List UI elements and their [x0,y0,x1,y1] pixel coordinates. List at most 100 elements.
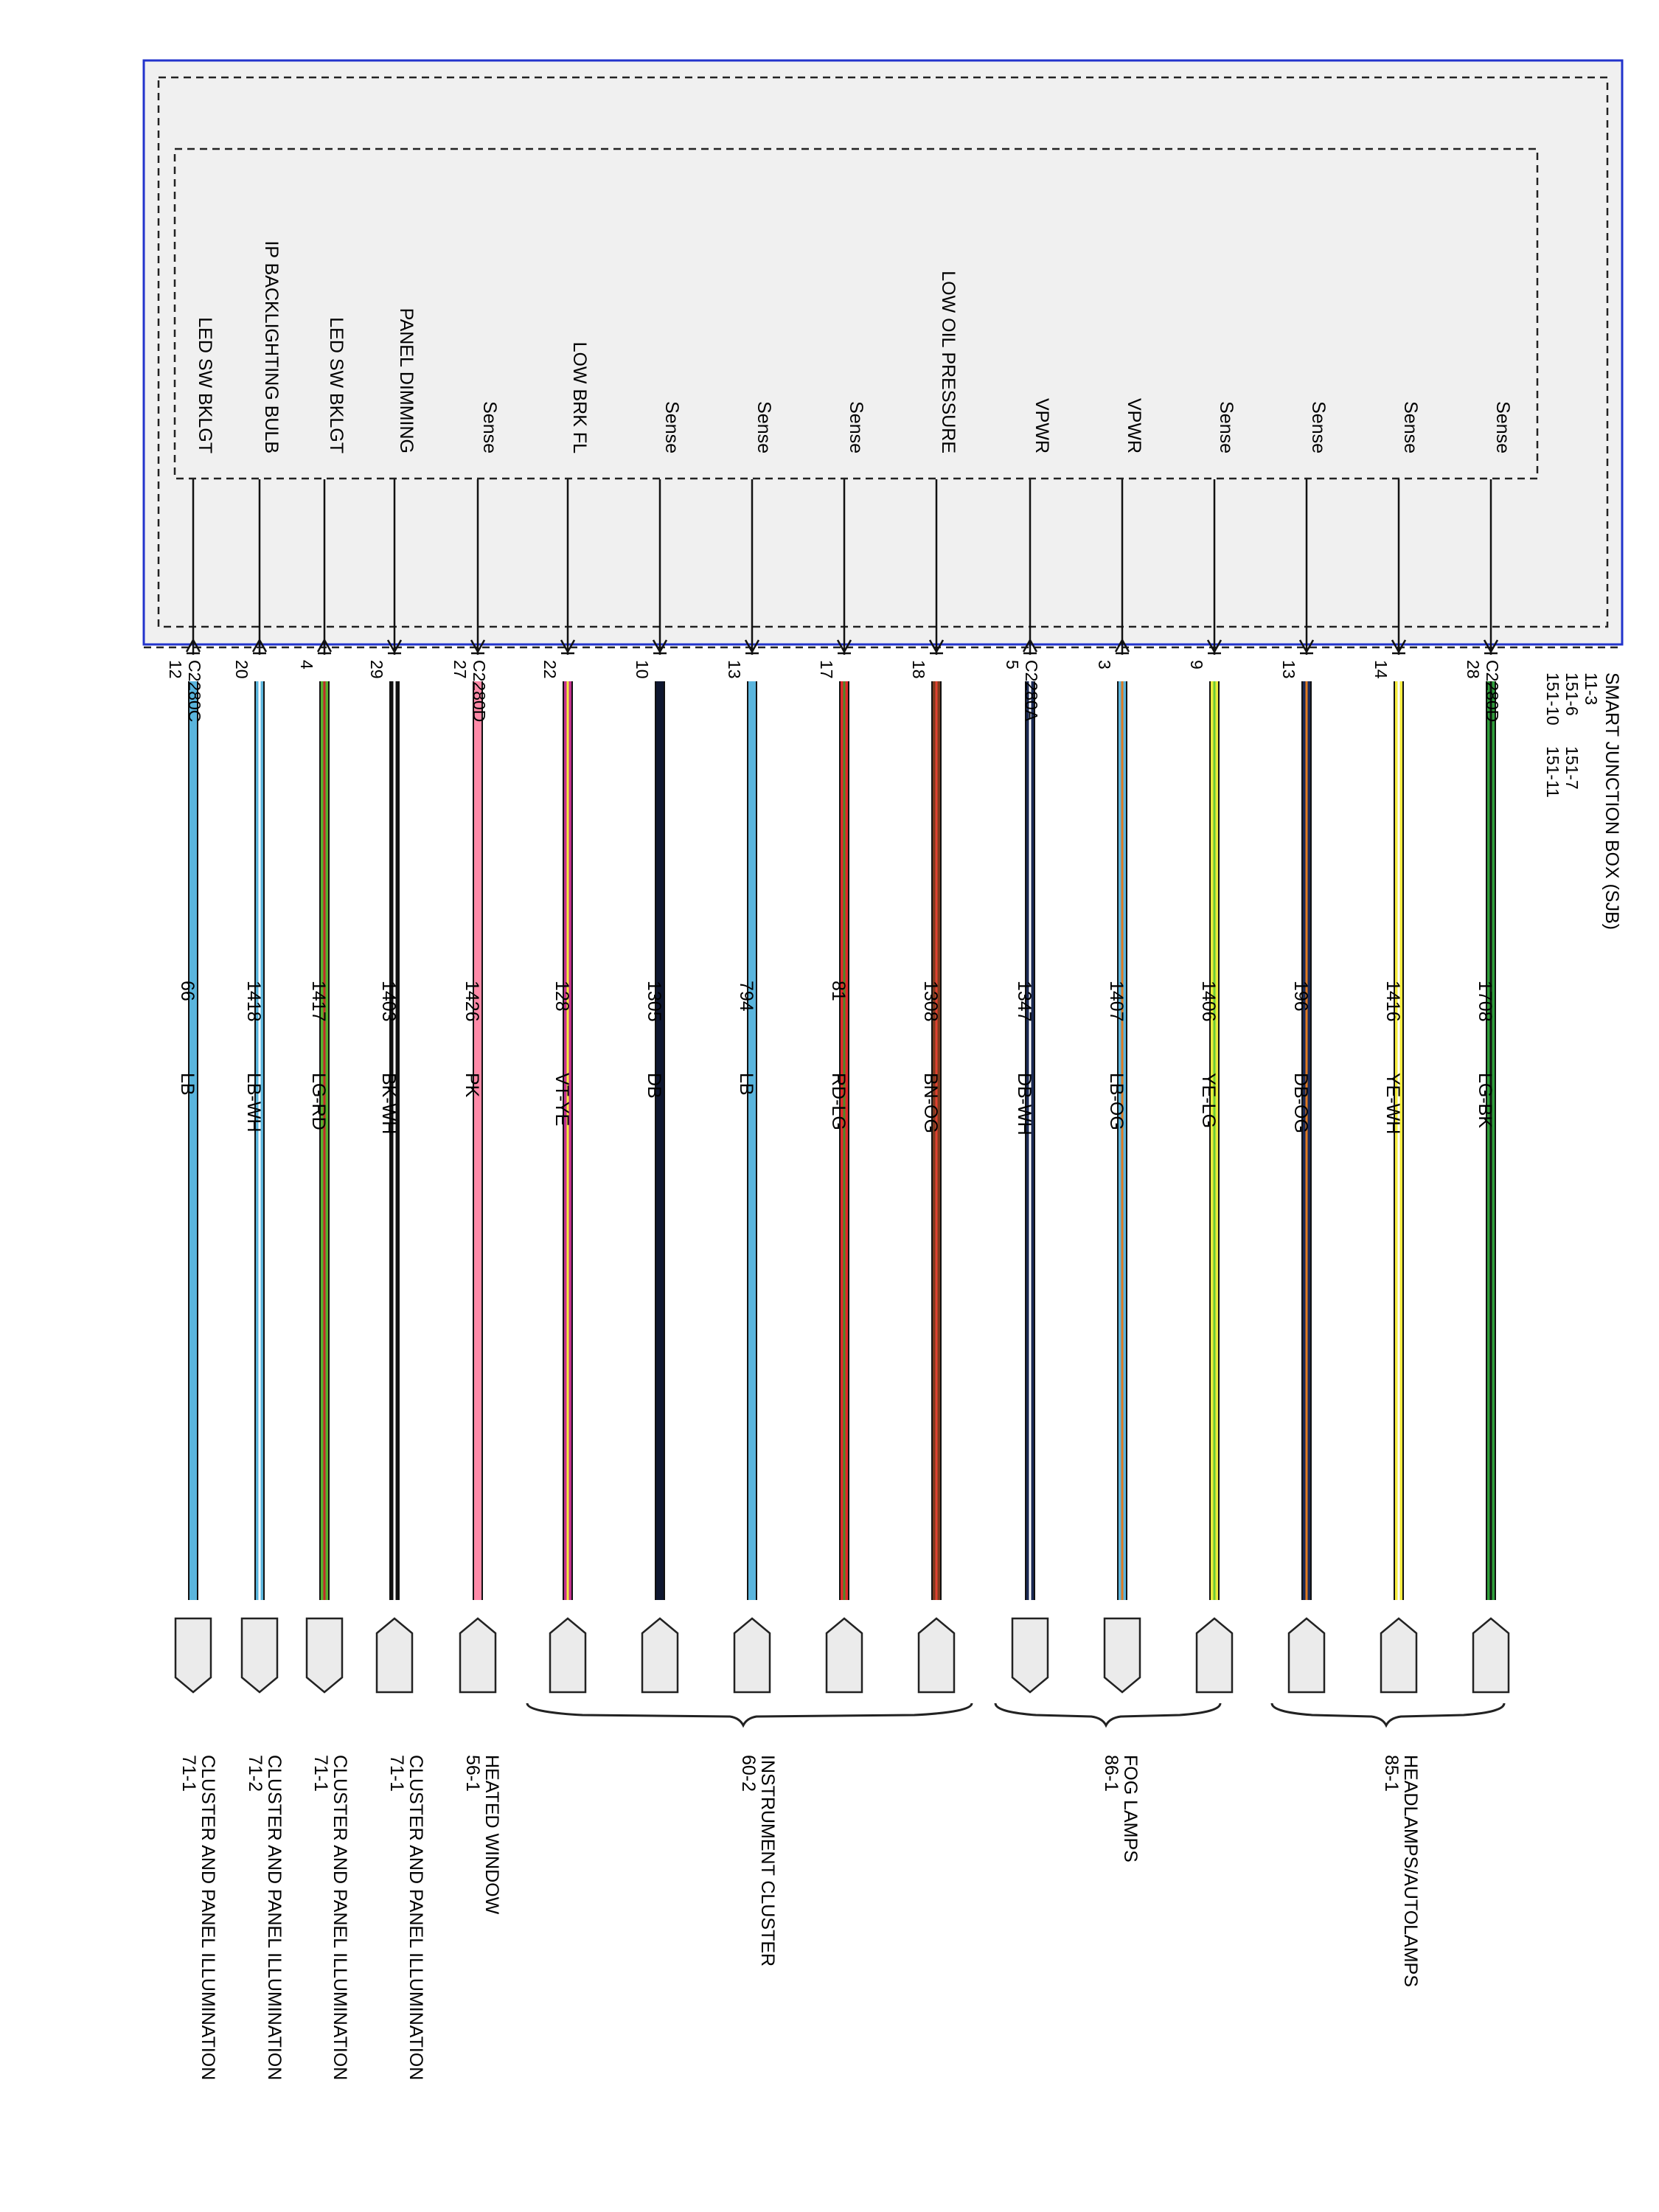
wire-color-code: BN-OG [920,1073,941,1133]
dest-heated-name: HEATED WINDOW [481,1755,502,1915]
pin-number: 9 [1187,660,1206,669]
dest-fog-ref: 86-1 [1101,1755,1121,1792]
circuit-number: 1406 [1198,981,1219,1022]
dest-headlamps-ref: 85-1 [1381,1755,1402,1792]
wire-8: Sense 13 794 LB [725,401,774,1694]
dest-cluster-ref: 60-2 [738,1755,759,1792]
pin-number: 13 [1279,660,1298,679]
circuit-number: 1418 [243,981,264,1022]
wire-13: LED SW BKLGT 4 1417 LG-RD [297,317,347,1694]
dest-heated-ref: 56-1 [462,1755,483,1792]
terminal-connector [1195,1617,1234,1694]
arrow-down-icon [1391,639,1407,654]
circuit-number: 1308 [920,981,941,1022]
wire-stripe [1029,681,1032,1600]
module-ref-a1: 11-3 [1582,672,1601,705]
wire-10: LOW BRK FL 22 128 VT-YE [540,342,590,1694]
wire-2: Sense 13 196 DB-OG [1279,401,1329,1694]
dest-illum-d-ref: 71-1 [178,1755,199,1792]
wire-6: LOW OIL PRESSURE 18 1308 BN-OG [909,271,959,1694]
dest-illum-a-name: CLUSTER AND PANEL ILLUMINATION [406,1755,426,2080]
pin-number: 14 [1371,660,1391,679]
terminal-connector [375,1617,414,1694]
arrow-down-icon [928,639,945,654]
wire-stripe [1121,681,1124,1600]
wire-color-code: YE-WH [1382,1073,1403,1134]
terminal-connector [1011,1617,1049,1694]
wire-color-code: LG-RD [308,1073,329,1130]
wire-stripe [1305,681,1308,1600]
wire-4: VPWR 3 1407 LB-OG [1095,398,1144,1694]
pin-number: 22 [540,660,560,679]
terminal-connector [1287,1617,1326,1694]
arrow-down-icon [744,639,760,654]
dest-fog-name: FOG LAMPS [1120,1755,1141,1863]
wire-9: Sense 10 1305 DB [633,401,682,1694]
terminal-connector [917,1617,956,1694]
wire-stripe [393,681,396,1600]
signal-label: Sense [661,401,682,453]
wire-stripe [258,681,261,1600]
circuit-number: 196 [1290,981,1311,1012]
pin-number: 10 [633,660,652,679]
signal-label: Sense [846,401,866,453]
wire-color-code: VT-YE [552,1073,572,1126]
module-ref-b1: 151-6 [1562,672,1582,716]
signal-label: Sense [1308,401,1329,453]
module-name: SMART JUNCTION BOX (SJB) [1601,672,1622,930]
wire-color-code: YE-LG [1198,1073,1219,1128]
terminal-connector [1103,1617,1141,1694]
wire-0: Sense 28 C2280D 1708 LG-BK [1464,401,1513,1694]
wire-stripe [935,681,938,1600]
arrow-up-icon [1022,638,1038,653]
pin-number: 20 [232,660,251,679]
circuit-number: 1347 [1014,981,1034,1022]
pin-number: 28 [1464,660,1483,679]
wire-7: Sense 17 81 RD-LG [817,401,866,1694]
wire-color-code: LB-OG [1106,1073,1127,1130]
wire-color-code: RD-LG [828,1073,849,1130]
arrow-down-icon [470,639,486,654]
wire-stripe [1397,681,1400,1600]
brace-fog [994,1703,1222,1728]
circuit-number: 81 [828,981,849,1001]
circuit-number: 66 [177,981,198,1001]
wire-stripe [1213,681,1216,1600]
connector-id: C2280D [1483,660,1502,722]
wire-color-code: DB [644,1073,664,1099]
signal-label: LOW BRK FL [569,342,590,454]
signal-label: Sense [479,401,500,453]
dest-illum-b-name: CLUSTER AND PANEL ILLUMINATION [330,1755,350,2080]
terminal-connector [240,1617,279,1694]
module-inner-dashed [157,76,1609,628]
signal-label: VPWR [1124,398,1144,453]
destination-braces [526,1703,1506,1728]
wire-stripe [566,681,569,1600]
pin-number: 12 [166,660,185,679]
circuit-number: 1426 [462,981,482,1022]
pin-number: 17 [817,660,836,679]
dest-illum-c-ref: 71-2 [245,1755,265,1792]
wire-color-code: LB-WH [243,1073,264,1133]
arrow-up-icon [316,638,333,653]
terminal-connector [174,1617,212,1694]
destination-labels: HEADLAMPS/AUTOLAMPS 85-1 FOG LAMPS 86-1 … [178,1755,1421,2080]
wire-color-code: PK [462,1073,482,1098]
module-outline [142,59,1624,646]
pin-number: 27 [451,660,470,679]
wire-5: VPWR 5 C2280A 1347 DB-WH [1003,398,1052,1694]
module-ref-c1: 151-10 [1543,672,1562,726]
signal-label: IP BACKLIGHTING BULB [261,240,282,453]
arrow-down-icon [1298,639,1315,654]
dest-headlamps-name: HEADLAMPS/AUTOLAMPS [1400,1755,1421,1987]
signal-label: PANEL DIMMING [396,308,417,453]
dest-illum-a-ref: 71-1 [386,1755,407,1792]
dest-illum-c-name: CLUSTER AND PANEL ILLUMINATION [264,1755,285,2080]
wire-fill [656,681,664,1600]
pin-number: 29 [367,660,386,679]
signal-label: Sense [1400,401,1421,453]
terminal-connector [733,1617,771,1694]
terminal-connector [549,1617,587,1694]
wire-fill [189,681,197,1600]
